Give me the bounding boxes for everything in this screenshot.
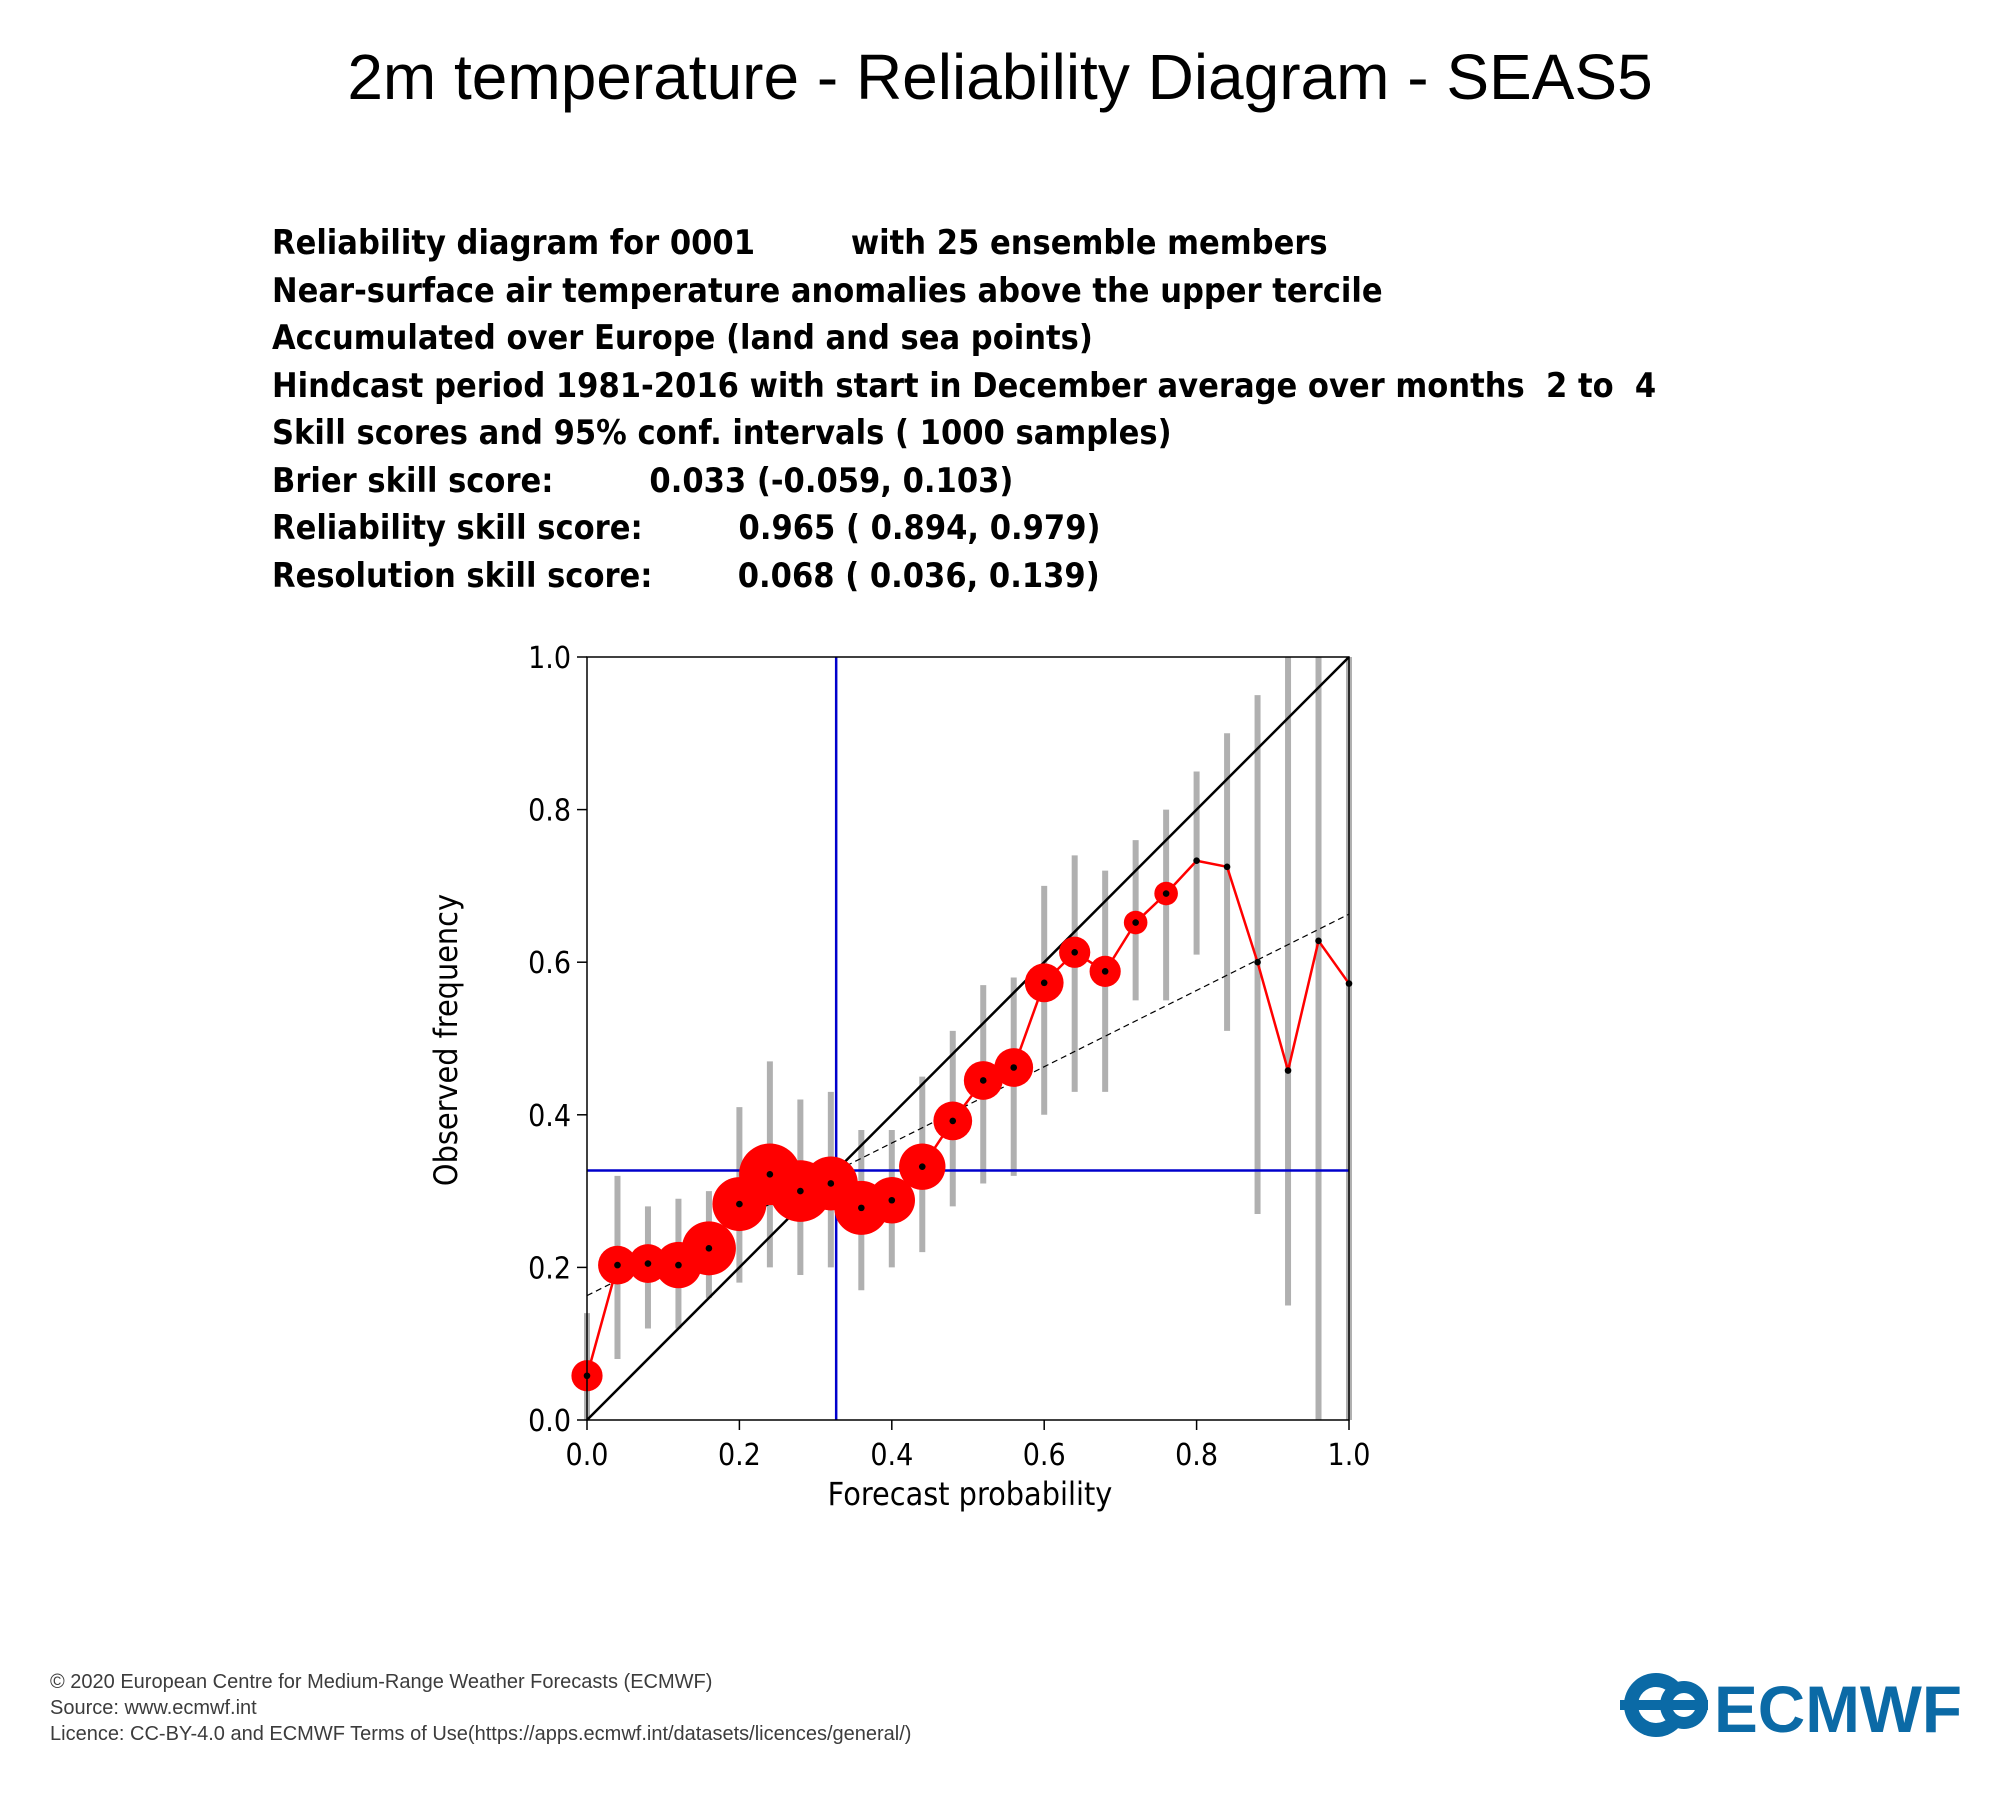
footer: © 2020 European Centre for Medium-Range … xyxy=(50,1669,911,1747)
x-tick-label-5: 1.0 xyxy=(1328,1438,1371,1473)
footer-licence: Licence: CC-BY-4.0 and ECMWF Terms of Us… xyxy=(50,1723,912,1745)
point-center-9 xyxy=(858,1204,865,1212)
point-center-21 xyxy=(1223,863,1231,871)
point-center-19 xyxy=(1162,890,1170,897)
ecmwf-emblem-icon xyxy=(1620,1673,1708,1737)
point-center-14 xyxy=(1010,1064,1018,1071)
y-tick-label-3: 0.6 xyxy=(528,946,571,981)
x-tick-label-1: 0.2 xyxy=(718,1438,761,1473)
point-center-8 xyxy=(827,1180,835,1187)
point-center-18 xyxy=(1132,919,1139,926)
point-center-4 xyxy=(705,1245,713,1252)
info-block: Reliability diagram for 0001 with 25 ens… xyxy=(272,220,1810,600)
point-center-11 xyxy=(918,1163,926,1170)
logo-text: ECMWF xyxy=(1714,1672,1962,1740)
info-line-resolution: Resolution skill score: 0.068 ( 0.036, 0… xyxy=(272,555,1100,596)
y-tick-label-4: 0.8 xyxy=(528,793,571,828)
x-tick-label-4: 0.8 xyxy=(1175,1438,1218,1473)
y-tick-label-1: 0.2 xyxy=(528,1251,571,1286)
point-center-7 xyxy=(797,1187,804,1195)
footer-copyright: © 2020 European Centre for Medium-Range … xyxy=(50,1671,713,1693)
info-line-region: Accumulated over Europe (land and sea po… xyxy=(272,318,1093,358)
point-center-6 xyxy=(766,1171,774,1178)
info-line-hindcast: Hindcast period 1981-2016 with start in … xyxy=(272,365,1657,406)
point-center-17 xyxy=(1101,968,1109,975)
reliability-points xyxy=(571,857,1353,1392)
info-line-reliability: Reliability skill score: 0.965 ( 0.894, … xyxy=(272,508,1101,548)
x-axis-label: Forecast probability xyxy=(828,1477,1113,1514)
point-center-1 xyxy=(614,1261,621,1269)
x-tick-label-3: 0.6 xyxy=(1023,1438,1066,1473)
point-center-20 xyxy=(1193,857,1200,865)
info-line-skill-header: Skill scores and 95% conf. intervals ( 1… xyxy=(272,413,1172,453)
perfect-reliability-diagonal xyxy=(586,656,1350,1421)
point-center-16 xyxy=(1071,948,1078,956)
x-tick-label-0: 0.0 xyxy=(566,1438,609,1473)
point-center-23 xyxy=(1284,1067,1292,1074)
point-center-12 xyxy=(949,1117,957,1125)
point-center-13 xyxy=(979,1077,987,1084)
y-axis-label: Observed frequency xyxy=(429,894,466,1186)
footer-source: Source: www.ecmwf.int xyxy=(50,1697,257,1719)
point-center-3 xyxy=(675,1261,682,1269)
chart-title: 2m temperature - Reliability Diagram - S… xyxy=(347,41,1653,113)
info-line-variable: Near-surface air temperature anomalies a… xyxy=(272,270,1383,311)
axes: 0.00.0 0.2 0.2 0.4 0.4 0.6 0.6 0.8 0.8 1.0 1.0 xyxy=(528,641,1370,1473)
point-center-10 xyxy=(888,1196,896,1204)
point-center-24 xyxy=(1315,937,1322,945)
y-tick-label-2: 0.4 xyxy=(528,1098,571,1133)
x-tick-label-2: 0.4 xyxy=(870,1438,913,1473)
ecmwf-logo: ECMWF xyxy=(1620,1672,1962,1740)
plot-frame xyxy=(586,656,1350,1421)
y-tick-label-0: 0.0 xyxy=(528,1404,571,1439)
point-center-5 xyxy=(736,1200,743,1208)
point-center-15 xyxy=(1040,979,1048,987)
point-center-2 xyxy=(644,1260,652,1267)
reference-lines xyxy=(586,656,1350,1421)
point-center-22 xyxy=(1254,958,1261,966)
info-line-brier: Brier skill score: 0.033 (-0.059, 0.103) xyxy=(272,460,1014,501)
info-line-members: Reliability diagram for 0001 with 25 ens… xyxy=(272,223,1328,263)
y-tick-label-5: 1.0 xyxy=(528,641,571,676)
